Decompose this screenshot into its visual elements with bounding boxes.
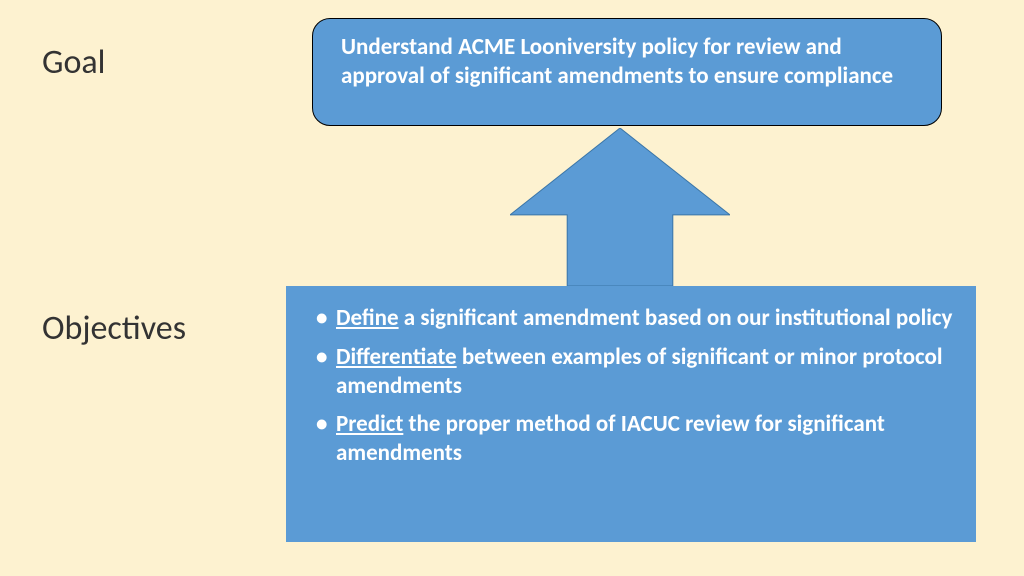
- objective-rest: the proper method of IACUC review for si…: [336, 410, 885, 467]
- goal-text: Understand ACME Looniversity policy for …: [341, 33, 893, 90]
- objectives-label: Objectives: [42, 308, 186, 349]
- list-item: Differentiate between examples of signif…: [314, 343, 956, 401]
- objective-lead: Define: [336, 304, 399, 332]
- objectives-list: Define a significant amendment based on …: [314, 304, 956, 468]
- list-item: Predict the proper method of IACUC revie…: [314, 410, 956, 468]
- goal-label: Goal: [42, 42, 105, 83]
- objective-lead: Differentiate: [336, 343, 457, 371]
- goal-box: Understand ACME Looniversity policy for …: [312, 18, 942, 126]
- objectives-box: Define a significant amendment based on …: [286, 286, 976, 542]
- slide: Goal Understand ACME Looniversity policy…: [0, 0, 1024, 576]
- arrow-icon: [510, 128, 730, 286]
- list-item: Define a significant amendment based on …: [314, 304, 956, 333]
- objective-rest: a significant amendment based on our ins…: [399, 304, 953, 332]
- up-arrow: [510, 128, 730, 286]
- objective-lead: Predict: [336, 410, 403, 438]
